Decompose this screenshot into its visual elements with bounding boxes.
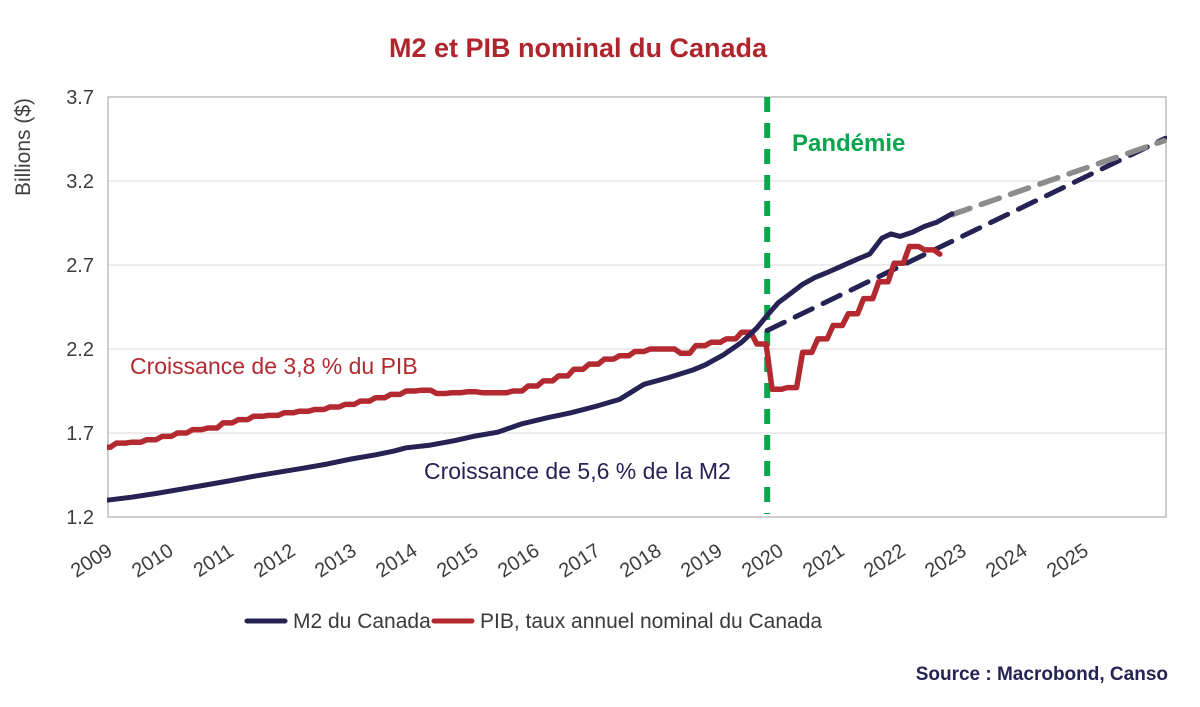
m2-legend-label: M2 du Canada [293, 610, 431, 633]
y-tick-label: 2.7 [66, 255, 94, 277]
x-tick-label: 2014 [372, 540, 421, 583]
x-tick-label: 2009 [67, 540, 116, 583]
m2-trend-dashed-line [764, 135, 1167, 333]
x-tick-label: 2021 [799, 540, 848, 583]
y-tick-label: 1.2 [66, 507, 94, 529]
m2-growth-annotation: Croissance de 5,6 % de la M2 [424, 458, 731, 484]
gdp-line [107, 243, 943, 451]
x-tick-label: 2018 [616, 540, 665, 583]
x-tick-label: 2010 [128, 540, 177, 583]
y-axis-tick-labels: 3.7 3.2 2.7 2.2 1.7 1.2 [66, 87, 94, 529]
y-tick-label: 3.7 [66, 87, 94, 109]
legend-item-m2: M2 du Canada [244, 610, 431, 633]
x-tick-label: 2015 [433, 540, 482, 583]
chart-title: M2 et PIB nominal du Canada [389, 33, 768, 63]
y-tick-label: 1.7 [66, 423, 94, 445]
x-tick-label: 2012 [250, 540, 299, 583]
x-tick-label: 2023 [921, 540, 970, 583]
legend: M2 du Canada PIB, taux annuel nominal du… [244, 610, 822, 633]
x-tick-label: 2020 [738, 540, 787, 583]
legend-item-gdp: PIB, taux annuel nominal du Canada [431, 610, 822, 633]
x-tick-label: 2024 [982, 540, 1031, 583]
m2-projection-dashed-line [949, 137, 1167, 218]
gdp-growth-annotation: Croissance de 3,8 % du PIB [130, 353, 418, 379]
x-tick-label: 2016 [494, 540, 543, 583]
x-tick-label: 2017 [555, 540, 604, 583]
x-axis-tick-labels: 2009 2010 2011 2012 2013 2014 2015 2016 2017 2018… [67, 540, 1092, 583]
m2-line [107, 211, 955, 503]
x-tick-label: 2011 [190, 540, 238, 582]
plot-border [107, 96, 1167, 518]
source-credit: Source : Macrobond, Canso [916, 664, 1168, 685]
gridlines [108, 180, 1166, 434]
y-axis-title: Billions ($) [12, 98, 35, 196]
series-group [107, 135, 1167, 503]
x-tick-label: 2025 [1043, 540, 1092, 583]
gdp-legend-label: PIB, taux annuel nominal du Canada [480, 610, 822, 633]
y-tick-label: 2.2 [66, 339, 94, 361]
x-tick-label: 2013 [311, 540, 360, 583]
x-tick-label: 2019 [677, 540, 726, 583]
y-tick-label: 3.2 [66, 171, 94, 193]
pandemic-annotation: Pandémie [792, 130, 905, 157]
x-tick-label: 2022 [860, 540, 909, 583]
